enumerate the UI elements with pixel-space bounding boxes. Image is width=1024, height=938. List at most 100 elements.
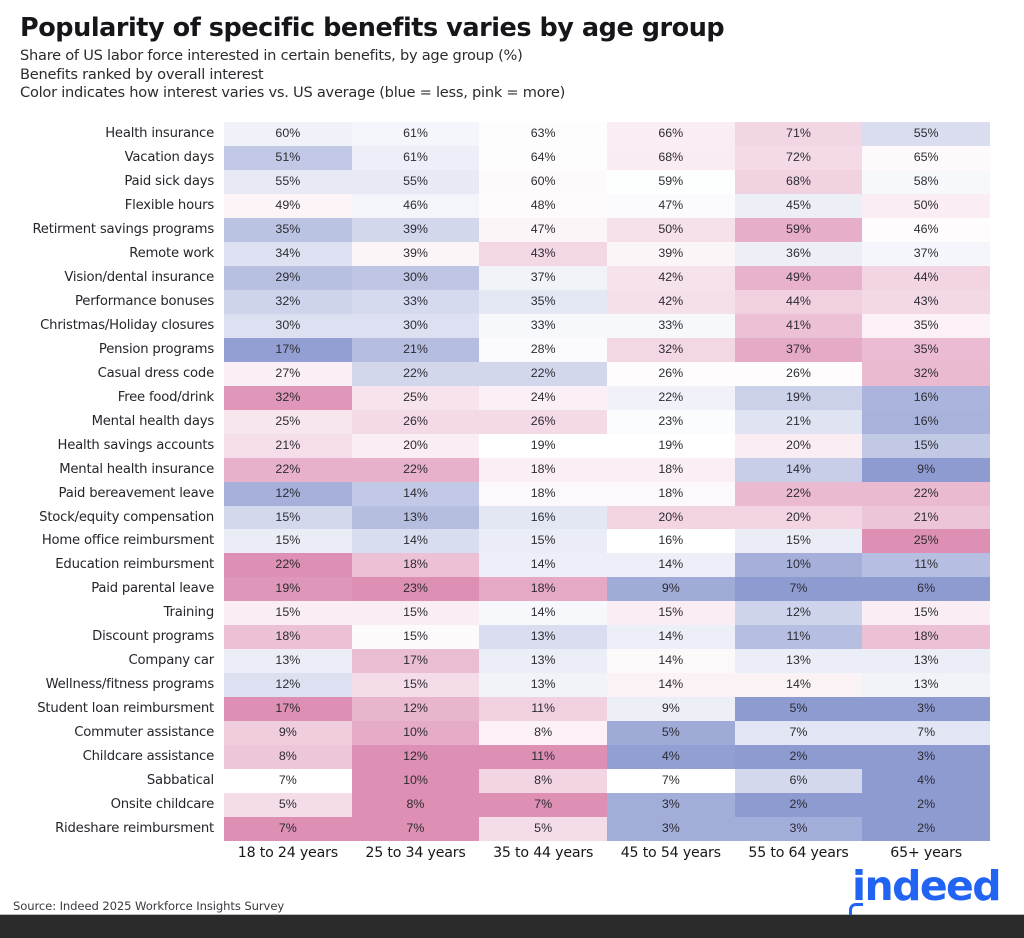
- heatmap-cell: 19%: [224, 577, 352, 602]
- heatmap-cell: 2%: [862, 817, 990, 842]
- heatmap-cell: 5%: [606, 721, 735, 746]
- heatmap-cell: 45%: [734, 193, 863, 218]
- heatmap-cell: 26%: [351, 409, 480, 434]
- heatmap-cell: 9%: [224, 721, 352, 746]
- heatmap-cell: 65%: [862, 145, 990, 170]
- heatmap-row: 49% 46% 48% 47% 45% 50%: [224, 193, 990, 218]
- heatmap-row: 18% 15% 13% 14% 11% 18%: [224, 625, 990, 650]
- heatmap-cell: 55%: [351, 169, 480, 194]
- heatmap-cell: 13%: [351, 505, 480, 530]
- heatmap-cell: 4%: [606, 745, 735, 770]
- heatmap-cell: 35%: [479, 289, 607, 314]
- heatmap-cell: 37%: [479, 265, 607, 290]
- heatmap-cell: 23%: [351, 577, 480, 602]
- heatmap-cell: 10%: [351, 769, 480, 794]
- heatmap-cell: 10%: [351, 721, 480, 746]
- heatmap-cell: 15%: [606, 601, 735, 626]
- heatmap-cell: 51%: [224, 145, 352, 170]
- heatmap-cell: 49%: [734, 265, 863, 290]
- heatmap-row: 19% 23% 18% 9% 7% 6%: [224, 577, 990, 602]
- heatmap-cell: 3%: [606, 793, 735, 818]
- heatmap-cell: 9%: [606, 697, 735, 722]
- heatmap-cell: 68%: [606, 145, 735, 170]
- source-divider: [0, 914, 1024, 915]
- heatmap-cell: 43%: [479, 241, 607, 266]
- heatmap-cell: 18%: [479, 457, 607, 482]
- column-header: 55 to 64 years: [748, 845, 849, 861]
- heatmap-cell: 13%: [479, 673, 607, 698]
- row-label: Health savings accounts: [57, 437, 214, 453]
- heatmap-cell: 18%: [224, 625, 352, 650]
- row-label: Vacation days: [124, 149, 215, 165]
- row-label: Mental health days: [91, 413, 215, 429]
- bottom-bar: [0, 915, 1024, 938]
- heatmap-cell: 50%: [606, 217, 735, 242]
- heatmap-cell: 9%: [862, 457, 990, 482]
- heatmap-cell: 34%: [224, 241, 352, 266]
- row-label: Paid parental leave: [91, 581, 214, 597]
- column-header: 65+ years: [890, 845, 962, 861]
- heatmap-cell: 14%: [606, 673, 735, 698]
- heatmap-cell: 26%: [606, 361, 735, 386]
- heatmap-cell: 46%: [862, 217, 990, 242]
- heatmap-cell: 11%: [479, 697, 607, 722]
- heatmap-cell: 12%: [734, 601, 863, 626]
- column-header: 25 to 34 years: [365, 845, 466, 861]
- heatmap-cell: 27%: [224, 361, 352, 386]
- row-label: Training: [163, 605, 215, 621]
- heatmap-row: 21% 20% 19% 19% 20% 15%: [224, 433, 990, 458]
- heatmap-cell: 14%: [734, 673, 863, 698]
- heatmap-cell: 64%: [479, 145, 607, 170]
- row-label: Flexible hours: [124, 197, 214, 213]
- heatmap-cell: 15%: [862, 601, 990, 626]
- heatmap-cell: 15%: [351, 625, 480, 650]
- heatmap-cell: 6%: [734, 769, 863, 794]
- logo-text: indeed: [852, 862, 1002, 910]
- row-label: Sabbatical: [146, 773, 214, 789]
- heatmap-cell: 43%: [862, 289, 990, 314]
- heatmap-cell: 21%: [734, 409, 863, 434]
- heatmap-row: 34% 39% 43% 39% 36% 37%: [224, 241, 990, 266]
- heatmap-cell: 60%: [479, 169, 607, 194]
- row-label: Performance bonuses: [75, 293, 214, 309]
- row-label: Christmas/Holiday closures: [40, 317, 214, 333]
- heatmap-cell: 21%: [862, 505, 990, 530]
- heatmap-cell: 44%: [734, 289, 863, 314]
- heatmap-cell: 15%: [224, 601, 352, 626]
- heatmap-cell: 39%: [351, 217, 480, 242]
- heatmap-cell: 32%: [224, 289, 352, 314]
- heatmap-cell: 14%: [606, 625, 735, 650]
- heatmap-cell: 55%: [224, 169, 352, 194]
- heatmap-cell: 19%: [606, 433, 735, 458]
- heatmap-row: 51% 61% 64% 68% 72% 65%: [224, 145, 990, 170]
- heatmap-cell: 7%: [351, 817, 480, 842]
- column-header: 35 to 44 years: [493, 845, 594, 861]
- page-title: Popularity of specific benefits varies b…: [20, 13, 725, 43]
- heatmap-cell: 11%: [862, 553, 990, 578]
- heatmap-cell: 32%: [224, 385, 352, 410]
- heatmap-cell: 50%: [862, 193, 990, 218]
- row-label: Remote work: [129, 245, 214, 261]
- row-label: Retirment savings programs: [32, 221, 214, 237]
- heatmap-cell: 13%: [862, 649, 990, 674]
- subtitle-line-3: Color indicates how interest varies vs. …: [20, 84, 566, 102]
- heatmap-cell: 25%: [862, 529, 990, 554]
- heatmap-row: 17% 21% 28% 32% 37% 35%: [224, 337, 990, 362]
- heatmap-cell: 16%: [862, 385, 990, 410]
- row-label: Discount programs: [92, 629, 214, 645]
- heatmap-row: 7% 10% 8% 7% 6% 4%: [224, 769, 990, 794]
- heatmap-cell: 22%: [351, 457, 480, 482]
- heatmap-cell: 3%: [862, 745, 990, 770]
- heatmap-cell: 7%: [606, 769, 735, 794]
- heatmap-cell: 18%: [351, 553, 480, 578]
- heatmap-cell: 13%: [862, 673, 990, 698]
- heatmap-cell: 61%: [351, 122, 480, 146]
- heatmap-row: 55% 55% 60% 59% 68% 58%: [224, 169, 990, 194]
- heatmap-cell: 10%: [734, 553, 863, 578]
- subtitle-line-1: Share of US labor force interested in ce…: [20, 46, 523, 64]
- heatmap-cell: 15%: [351, 673, 480, 698]
- heatmap-cell: 28%: [479, 337, 607, 362]
- heatmap-cell: 14%: [479, 601, 607, 626]
- heatmap-cell: 12%: [351, 697, 480, 722]
- heatmap-cell: 24%: [479, 385, 607, 410]
